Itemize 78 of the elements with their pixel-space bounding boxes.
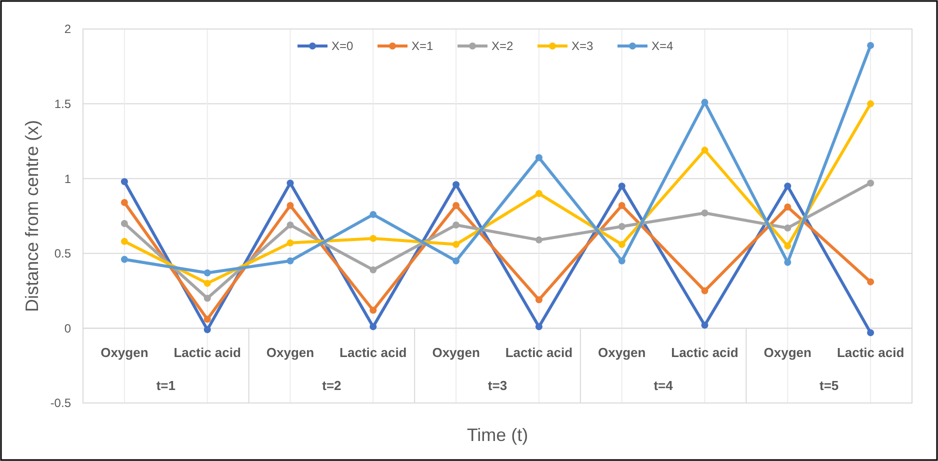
point [701, 322, 708, 329]
point [618, 222, 626, 230]
x-tick-label: Oxygen [266, 345, 314, 360]
point [784, 182, 792, 190]
point [286, 202, 294, 210]
point [701, 287, 708, 294]
legend-label: X=1 [412, 39, 434, 54]
x-tick-label: Lactic acid [505, 345, 573, 360]
point [204, 280, 211, 287]
point [120, 199, 128, 206]
legend-label: X=0 [332, 39, 354, 54]
point [618, 257, 626, 264]
point [370, 306, 377, 314]
point [452, 221, 460, 228]
x-tick-label: Oxygen [100, 345, 148, 360]
point [204, 326, 211, 334]
point [701, 98, 708, 106]
y-tick-label: 2 [64, 22, 72, 36]
annotation: t=5 [820, 378, 839, 394]
x-tick-label: Oxygen [764, 345, 812, 360]
point [618, 202, 626, 210]
point [867, 42, 874, 49]
point [370, 323, 377, 330]
x-axis-title: Time (t) [466, 425, 528, 445]
point [535, 296, 542, 304]
legend-label: X=2 [492, 39, 514, 54]
y-tick-label: 1 [64, 172, 72, 186]
point [286, 257, 294, 264]
x-tick-label: Oxygen [432, 345, 480, 360]
point [784, 258, 792, 266]
x-tick-label: Lactic acid [671, 345, 738, 360]
y-tick-label: -0.5 [50, 396, 72, 410]
y-tick-label: 0 [64, 321, 72, 336]
point [370, 234, 377, 242]
annotation: t=2 [322, 378, 342, 394]
x-tick-label: Oxygen [598, 345, 646, 360]
point [867, 100, 874, 108]
point [120, 220, 128, 227]
point [867, 329, 874, 336]
point [370, 211, 377, 218]
point [120, 256, 128, 263]
y-tick-label: 0.5 [54, 246, 72, 261]
point [784, 242, 792, 250]
point [535, 236, 542, 244]
point [535, 154, 542, 162]
point [286, 239, 294, 246]
legend-label: X=4 [652, 39, 674, 54]
point [452, 202, 460, 210]
point [204, 269, 211, 276]
point [452, 181, 460, 188]
point [370, 266, 377, 274]
point [618, 182, 626, 190]
point [120, 178, 128, 186]
point [204, 316, 211, 323]
point [204, 294, 211, 302]
legend-label: X=3 [572, 39, 594, 54]
x-tick-label: Lactic acid [340, 345, 407, 360]
point [618, 240, 626, 248]
y-tick-label: 1.5 [54, 97, 72, 111]
point [120, 238, 128, 245]
point [867, 278, 874, 286]
point [701, 146, 708, 154]
point [535, 323, 542, 330]
point [867, 180, 874, 187]
point [286, 180, 294, 187]
point [784, 204, 792, 211]
point [535, 190, 542, 198]
annotation: t=1 [156, 378, 176, 394]
x-tick-label: Lactic acid [836, 345, 904, 360]
point [452, 257, 460, 264]
point [286, 221, 294, 228]
x-tick-label: Lactic acid [174, 345, 242, 360]
y-axis-title: Distance from centre (x) [22, 120, 42, 312]
point [784, 224, 792, 232]
annotation: t=4 [654, 378, 674, 394]
annotation: t=3 [488, 378, 508, 394]
point [452, 240, 460, 248]
point [701, 210, 708, 217]
